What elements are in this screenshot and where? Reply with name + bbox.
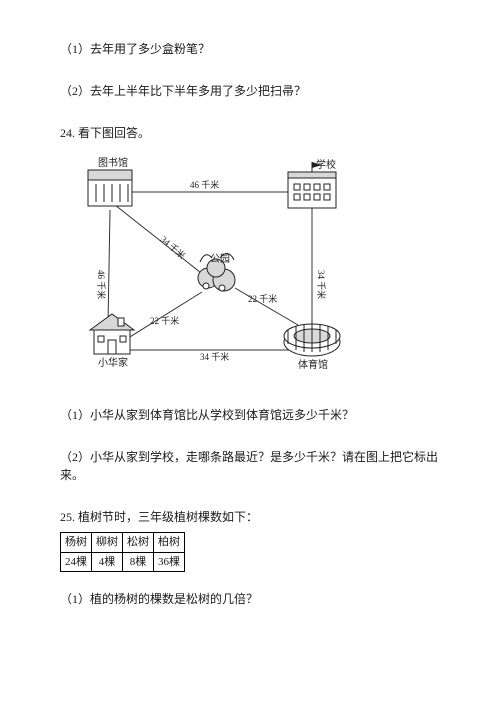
question-25-1: （1）植的杨树的棵数是松树的几倍？ (60, 590, 440, 608)
label-park: 公园 (210, 253, 230, 265)
label-home: 小华家 (98, 356, 128, 369)
dist-home-park: 22 千米 (150, 315, 179, 326)
tree-table: 杨树 柳树 松树 柏树 24棵 4棵 8棵 36棵 (60, 532, 185, 572)
table-header-cell: 柏树 (154, 533, 185, 553)
label-gym: 体育馆 (298, 358, 328, 371)
table-cell: 24棵 (61, 552, 92, 572)
question-24-heading: 24. 看下图回答。 (60, 124, 440, 142)
label-library: 图书馆 (98, 156, 128, 169)
question-24-2: （2）小华从家到学校，走哪条路最近？是多少千米？请在图上把它标出来。 (60, 448, 440, 484)
table-row: 24棵 4棵 8棵 36棵 (61, 552, 185, 572)
dist-library-home: 46 千米 (96, 270, 107, 299)
label-school: 学校 (316, 158, 336, 171)
table-header-cell: 松树 (123, 533, 154, 553)
gym-icon (284, 324, 340, 356)
question-1: （1）去年用了多少盒粉笔？ (60, 40, 440, 58)
question-24-1: （1）小华从家到体育馆比从学校到体育馆远多少千米？ (60, 406, 440, 424)
table-cell: 36棵 (154, 552, 185, 572)
map-diagram: 图书馆 学校 (60, 150, 380, 390)
page-root: （1）去年用了多少盒粉笔？ （2）去年上半年比下半年多用了多少把扫帚？ 24. … (0, 0, 500, 662)
table-cell: 4棵 (92, 552, 123, 572)
table-header-cell: 柳树 (92, 533, 123, 553)
library-icon (88, 170, 132, 206)
dist-park-gym: 22 千米 (248, 293, 277, 304)
home-icon (90, 314, 134, 354)
table-cell: 8棵 (123, 552, 154, 572)
table-row: 杨树 柳树 松树 柏树 (61, 533, 185, 553)
question-25-heading: 25. 植树节时，三年级植树棵数如下： (60, 508, 440, 526)
dist-library-park: 34 千米 (159, 233, 188, 261)
dist-home-gym: 34 千米 (200, 351, 229, 362)
dist-school-gym: 34 千米 (316, 270, 327, 299)
dist-library-school: 46 千米 (190, 179, 219, 190)
table-header-cell: 杨树 (61, 533, 92, 553)
question-2: （2）去年上半年比下半年多用了多少把扫帚？ (60, 82, 440, 100)
